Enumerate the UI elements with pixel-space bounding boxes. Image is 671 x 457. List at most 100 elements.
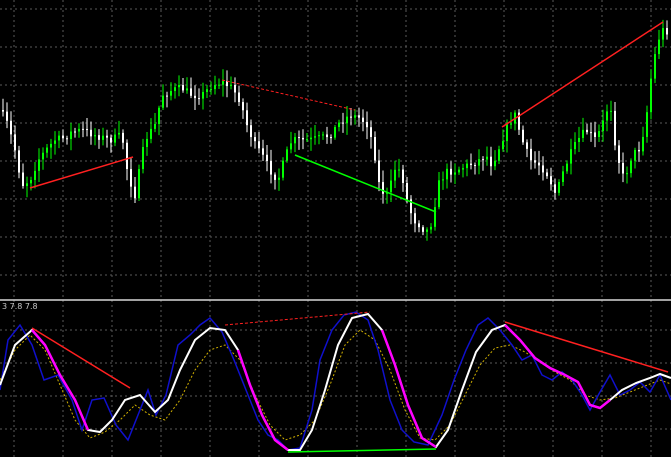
candle-body (546, 172, 548, 177)
candle-body (434, 207, 436, 227)
candle-body (70, 131, 72, 140)
candle-body (274, 174, 276, 180)
candle-body (290, 143, 292, 150)
candle-body (226, 81, 228, 87)
candle-body (246, 110, 248, 126)
candle-body (638, 149, 640, 152)
price-divergence-line (501, 21, 664, 128)
candle-body (10, 120, 12, 135)
candle-body (210, 89, 212, 91)
candle-body (326, 134, 328, 138)
candle-body (254, 137, 256, 142)
candle-body (22, 172, 24, 187)
indicator-divergence-line (287, 448, 437, 453)
candle-body (402, 169, 404, 183)
candle-body (138, 169, 140, 199)
candle-body (130, 169, 132, 187)
candle-body (342, 122, 344, 124)
indicator-fast-line (0, 312, 671, 451)
candle-body (122, 132, 124, 143)
candle-body (490, 156, 492, 167)
candle-body (338, 122, 340, 128)
candle-body (98, 135, 100, 140)
candle-body (474, 165, 476, 167)
candle-body (562, 171, 564, 182)
candle-body (102, 135, 104, 140)
indicator-divergence-line (224, 311, 371, 326)
candle-body (534, 160, 536, 163)
indicator-highlight-line (380, 329, 437, 449)
candle-body (42, 152, 44, 160)
candle-body (182, 85, 184, 91)
candle-body (410, 199, 412, 214)
candle-body (590, 132, 592, 134)
candle-body (358, 115, 360, 118)
candle-body (82, 128, 84, 130)
candle-body (566, 163, 568, 172)
candle-body (278, 177, 280, 180)
candle-body (26, 183, 28, 187)
candle-body (430, 226, 432, 230)
candle-body (446, 168, 448, 180)
candle-body (398, 169, 400, 171)
candle-body (542, 165, 544, 173)
candle-body (470, 163, 472, 166)
candle-body (522, 129, 524, 143)
candle-body (450, 168, 452, 175)
indicator-divergence-lines (31, 311, 669, 453)
candle-body (78, 128, 80, 132)
candle-body (322, 134, 324, 136)
candle-body (166, 95, 168, 97)
indicator-highlight-line (236, 349, 289, 451)
candle-body (354, 115, 356, 118)
candle-body (282, 160, 284, 178)
candle-body (414, 213, 416, 224)
candle-body (286, 149, 288, 161)
candle-body (154, 123, 156, 129)
candle-body (218, 84, 220, 86)
candle-body (30, 179, 32, 184)
candle-body (66, 138, 68, 140)
candle-body (234, 84, 236, 93)
indicator-divergence-line (504, 321, 669, 373)
price-divergence-line (221, 79, 356, 111)
candle-body (230, 84, 232, 87)
candle-body (174, 87, 176, 92)
indicator-highlight-line (504, 324, 611, 410)
candle-body (382, 182, 384, 194)
candle-body (606, 111, 608, 121)
candle-body (222, 81, 224, 85)
candle-body (378, 160, 380, 183)
candle-body (118, 132, 120, 135)
candle-body (310, 137, 312, 140)
candle-body (38, 159, 40, 171)
candle-body (666, 28, 668, 35)
candle-body (2, 110, 4, 112)
candle-body (602, 120, 604, 132)
candle-body (634, 149, 636, 161)
candle-body (498, 149, 500, 161)
candle-body (518, 112, 520, 130)
candle-body (262, 148, 264, 155)
candle-body (126, 142, 128, 170)
candle-body (142, 147, 144, 170)
candle-body (558, 181, 560, 193)
candle-body (14, 134, 16, 151)
candle-body (214, 85, 216, 90)
candle-body (114, 134, 116, 143)
candle-body (314, 136, 316, 138)
candle-body (510, 123, 512, 125)
candle-body (110, 137, 112, 143)
candle-body (458, 169, 460, 173)
candle-body (626, 173, 628, 175)
candle-body (90, 129, 92, 137)
candle-body (366, 121, 368, 128)
candle-body (526, 142, 528, 149)
candle-body (334, 127, 336, 138)
price-divergence-line (29, 156, 134, 189)
candle-body (642, 136, 644, 152)
candle-body (94, 135, 96, 137)
candle-body (46, 147, 48, 153)
